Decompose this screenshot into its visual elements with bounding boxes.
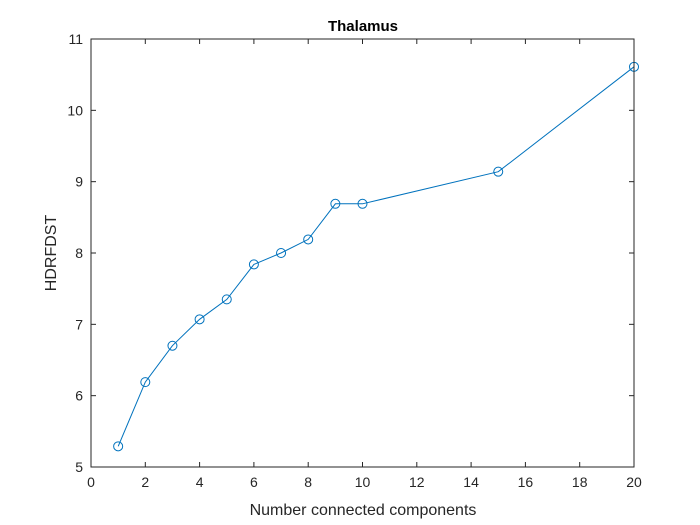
y-tick-label: 8 xyxy=(75,245,83,261)
data-point xyxy=(330,198,341,209)
x-tick-label: 14 xyxy=(463,474,479,490)
x-tick-label: 6 xyxy=(250,474,258,490)
x-tick-label: 8 xyxy=(304,474,312,490)
x-tick-label: 4 xyxy=(196,474,204,490)
data-point xyxy=(357,198,368,209)
y-tick-label: 7 xyxy=(75,316,83,332)
x-tick-label: 2 xyxy=(141,474,149,490)
y-tick-label: 9 xyxy=(75,174,83,190)
series-line xyxy=(117,66,635,447)
y-tick-label: 5 xyxy=(75,459,83,475)
plot-area-frame xyxy=(90,38,635,468)
data-point xyxy=(276,248,287,258)
data-point xyxy=(194,314,205,325)
x-tick-label: 0 xyxy=(87,474,95,490)
y-tick-label: 10 xyxy=(67,102,83,118)
x-tick-label: 10 xyxy=(355,474,371,490)
x-tick-label: 12 xyxy=(409,474,425,490)
data-point xyxy=(140,377,151,388)
x-tick-label: 16 xyxy=(518,474,534,490)
data-point xyxy=(248,259,259,270)
y-tick-label: 6 xyxy=(75,388,83,404)
chart-title: Thalamus xyxy=(328,18,398,35)
x-tick-label: 20 xyxy=(626,474,642,490)
data-point xyxy=(167,340,178,351)
series-layer xyxy=(113,61,639,452)
data-point xyxy=(493,166,504,177)
y-axis-label: HDRFDST xyxy=(43,215,60,292)
axis-ticks: 0 2 4 6 8 10 12 14 16 18 20 5 6 7 8 9 10 11 xyxy=(67,31,642,490)
x-tick-label: 18 xyxy=(572,474,588,490)
data-point xyxy=(113,441,124,452)
x-axis-label: Number connected components xyxy=(250,502,477,519)
data-point xyxy=(221,294,232,305)
data-point xyxy=(303,234,314,245)
y-tick-label: 11 xyxy=(68,31,83,47)
